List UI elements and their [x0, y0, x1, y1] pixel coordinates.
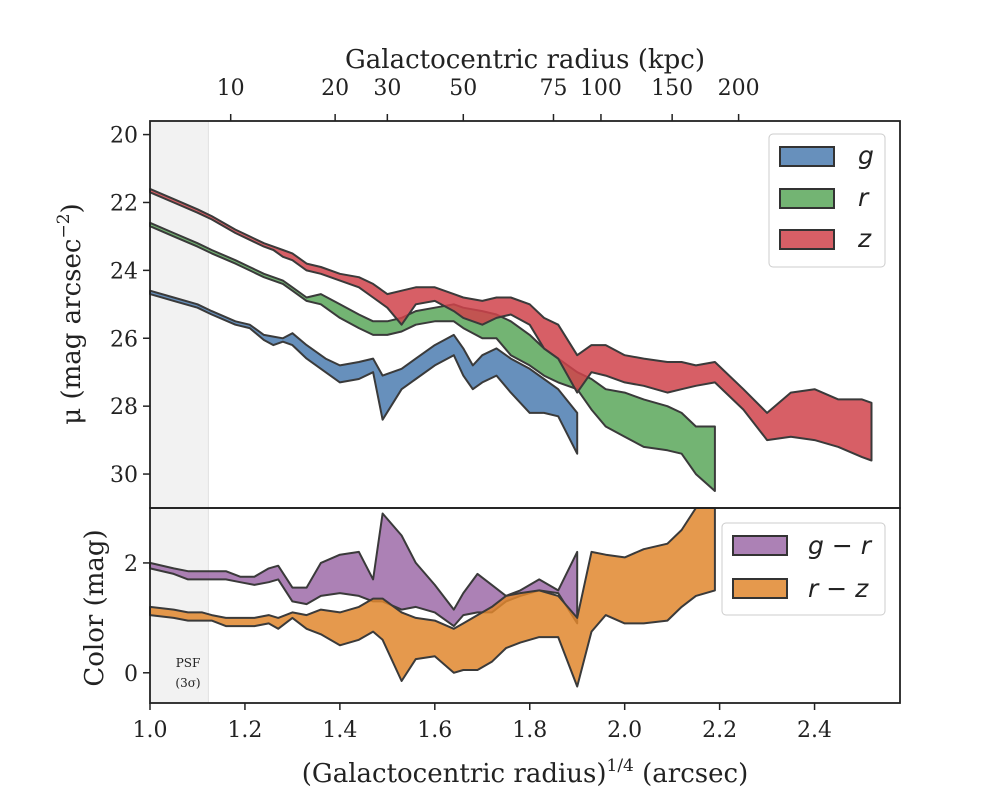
- band-z: [149, 187, 873, 462]
- x-tick-label: 2.2: [702, 718, 737, 743]
- legend-label-r-minus-z: r − z: [808, 574, 869, 603]
- legend-swatch-r: [779, 188, 835, 209]
- x-tick-label: 2.4: [797, 718, 832, 743]
- x-tick-label: 2.0: [607, 718, 642, 743]
- color-y-tick-label: 0: [124, 662, 138, 687]
- legend-label-g: g: [858, 141, 874, 170]
- x-axis-title-unit: (arcsec): [634, 759, 748, 789]
- legend-label-g-minus-r: g − r: [808, 531, 873, 560]
- band-r-z: [149, 507, 716, 688]
- band-g: [149, 289, 579, 455]
- top-tick-label: 30: [373, 76, 401, 101]
- x-tick-label: 1.8: [512, 718, 547, 743]
- y-tick-label: 28: [110, 395, 138, 420]
- x-axis-title-main: (Galactocentric radius): [302, 759, 607, 789]
- top-tick-label: 10: [217, 76, 245, 101]
- surface-brightness-bands: [149, 187, 873, 492]
- y-title-suffix: ): [57, 203, 87, 213]
- legend-swatch-z: [779, 229, 835, 250]
- legend-label-z: z: [857, 224, 872, 253]
- legend-swatch-r-minus-z: [732, 578, 788, 599]
- color-y-title: Color (mag): [80, 529, 110, 686]
- psf-region-top: [150, 121, 209, 508]
- psf-label-line2: (3σ): [175, 676, 200, 690]
- y-title-prefix: μ (mag arcsec: [57, 239, 87, 425]
- y-tick-label: 20: [110, 124, 138, 149]
- psf-label-line1: PSF: [176, 656, 201, 670]
- top-tick-label: 20: [321, 76, 349, 101]
- top-tick-label: 150: [651, 76, 693, 101]
- color-legend: g − r r − z: [721, 522, 886, 616]
- color-axes-frame: [149, 507, 901, 704]
- top-axis-title: Galactocentric radius (kpc): [345, 45, 705, 75]
- band-r: [149, 221, 716, 492]
- y-tick-label: 30: [110, 463, 138, 488]
- legend-label-r: r: [858, 183, 870, 212]
- x-tick-label: 1.6: [417, 718, 452, 743]
- x-tick-label: 1.2: [227, 718, 262, 743]
- color-bands: [149, 507, 716, 688]
- top-tick-label: 75: [539, 76, 567, 101]
- axis-ticks: 1.0 1.2 1.4 1.6 1.8 2.0 2.2 2.410 20 30 50 75 100 150…: [110, 76, 832, 743]
- y-title-exponent: −2: [54, 213, 74, 238]
- x-axis-title: (Galactocentric radius)1/4 (arcsec): [302, 756, 748, 789]
- x-axis-title-exponent: 1/4: [607, 756, 634, 776]
- surface-brightness-y-title: μ (mag arcsec−2): [54, 203, 87, 424]
- surface-brightness-legend: g r z: [768, 133, 886, 268]
- legend-swatch-g: [779, 146, 835, 167]
- x-tick-label: 1.0: [133, 718, 168, 743]
- y-tick-label: 22: [110, 191, 138, 216]
- legend-swatch-g-minus-r: [732, 535, 788, 556]
- top-tick-label: 100: [580, 76, 622, 101]
- y-tick-label: 26: [110, 327, 138, 352]
- top-tick-label: 200: [718, 76, 760, 101]
- y-tick-label: 24: [110, 259, 138, 284]
- x-tick-label: 1.4: [322, 718, 357, 743]
- psf-region-bottom: [150, 508, 209, 703]
- color-y-tick-label: 2: [124, 552, 138, 577]
- top-tick-label: 50: [449, 76, 477, 101]
